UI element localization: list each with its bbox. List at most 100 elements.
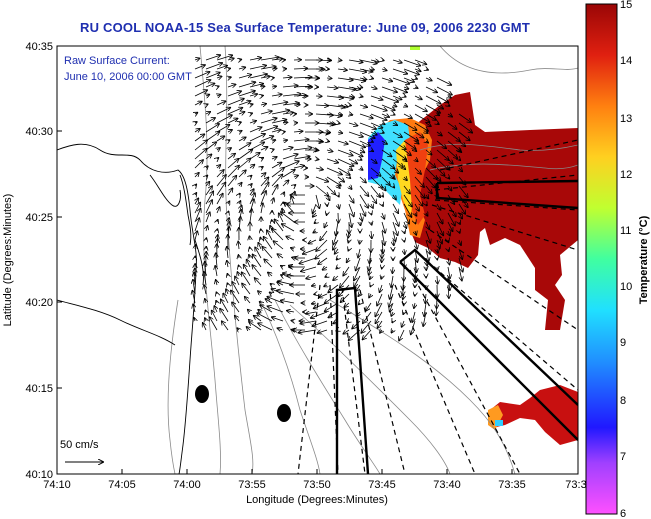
current-vector (349, 212, 352, 227)
current-vector (326, 158, 338, 163)
current-vector (282, 86, 298, 88)
current-vector (377, 320, 383, 328)
current-vector (371, 222, 372, 225)
current-vector (258, 291, 261, 294)
current-vector (227, 247, 228, 259)
current-vector (393, 186, 394, 188)
current-vector (228, 218, 229, 222)
current-vector (414, 176, 424, 187)
current-vector (437, 239, 440, 249)
current-vector (293, 95, 306, 96)
current-vector (194, 318, 195, 321)
current-vector (293, 131, 303, 132)
current-vector (426, 141, 428, 143)
current-vector (249, 66, 266, 70)
current-vector (249, 84, 263, 88)
current-vector (291, 196, 294, 205)
current-vector (271, 163, 282, 169)
current-vector (216, 66, 227, 70)
current-vector (327, 141, 329, 142)
current-vector (370, 132, 377, 135)
current-vector (382, 195, 383, 197)
current-vector (356, 257, 361, 271)
colorbar-tick: 6 (620, 508, 626, 519)
current-vector (258, 323, 273, 331)
current-vector (227, 99, 244, 106)
current-vector (414, 131, 424, 138)
current-vector (348, 249, 349, 251)
current-vector (333, 275, 339, 280)
current-vector (459, 159, 460, 160)
current-vector (392, 266, 393, 273)
current-vector (423, 311, 427, 326)
current-vector (273, 241, 284, 250)
current-vector (267, 230, 273, 241)
current-vector (415, 257, 417, 272)
current-vector (458, 140, 465, 146)
current-vector (258, 310, 261, 312)
current-vector (369, 248, 371, 263)
current-vector (217, 207, 220, 214)
current-vector (392, 68, 407, 74)
current-vector (360, 168, 363, 170)
current-vector (348, 230, 349, 238)
current-vector (271, 68, 277, 69)
current-vector (282, 161, 299, 169)
current-vector (238, 101, 251, 106)
current-vector (448, 185, 452, 191)
current-vector (315, 248, 328, 259)
current-vector (228, 148, 231, 150)
current-vector (216, 76, 222, 78)
current-vector (403, 113, 412, 118)
sst-patches (368, 46, 578, 445)
current-vector (370, 276, 371, 279)
current-vector (359, 303, 360, 305)
y-axis: 40:35 40:30 40:25 40:20 40:15 40:10 Lati… (2, 41, 62, 481)
current-vector (217, 158, 218, 159)
current-vector (366, 302, 372, 311)
current-vector (437, 123, 439, 124)
current-vector (389, 293, 394, 307)
current-vector (360, 159, 362, 160)
current-vector (308, 239, 317, 244)
current-vector (271, 94, 282, 96)
current-vector (382, 123, 385, 124)
current-vector (426, 213, 428, 216)
current-vector (377, 293, 383, 306)
current-vector (370, 167, 381, 176)
current-vector (371, 204, 373, 208)
current-vector (414, 167, 421, 174)
current-vector (194, 134, 204, 142)
current-vector (206, 226, 208, 232)
current-vector (262, 247, 273, 259)
current-vector (315, 141, 323, 142)
current-vector (326, 96, 343, 98)
current-vector (306, 276, 317, 279)
annotation-line2: June 10, 2006 00:00 GMT (64, 71, 192, 83)
current-vector (271, 102, 288, 106)
current-vector (371, 150, 373, 151)
current-vector (238, 143, 251, 151)
current-vector (436, 212, 443, 224)
current-vector (205, 310, 206, 312)
current-vector (228, 140, 230, 141)
current-vector (231, 290, 240, 304)
current-vector (403, 293, 404, 299)
current-vector (227, 283, 228, 285)
current-vector (333, 230, 339, 245)
current-vector (370, 194, 376, 203)
current-vector (282, 77, 292, 78)
current-vector (370, 285, 371, 287)
current-vector (315, 114, 333, 115)
current-vector (271, 157, 277, 159)
current-vector (282, 224, 295, 232)
current-vector (359, 105, 367, 107)
current-vector (380, 284, 383, 292)
current-vector (403, 212, 409, 224)
current-vector (327, 132, 330, 133)
current-vector (458, 131, 470, 141)
current-vector (216, 125, 230, 133)
current-vector (282, 113, 293, 115)
current-vector (458, 203, 465, 214)
